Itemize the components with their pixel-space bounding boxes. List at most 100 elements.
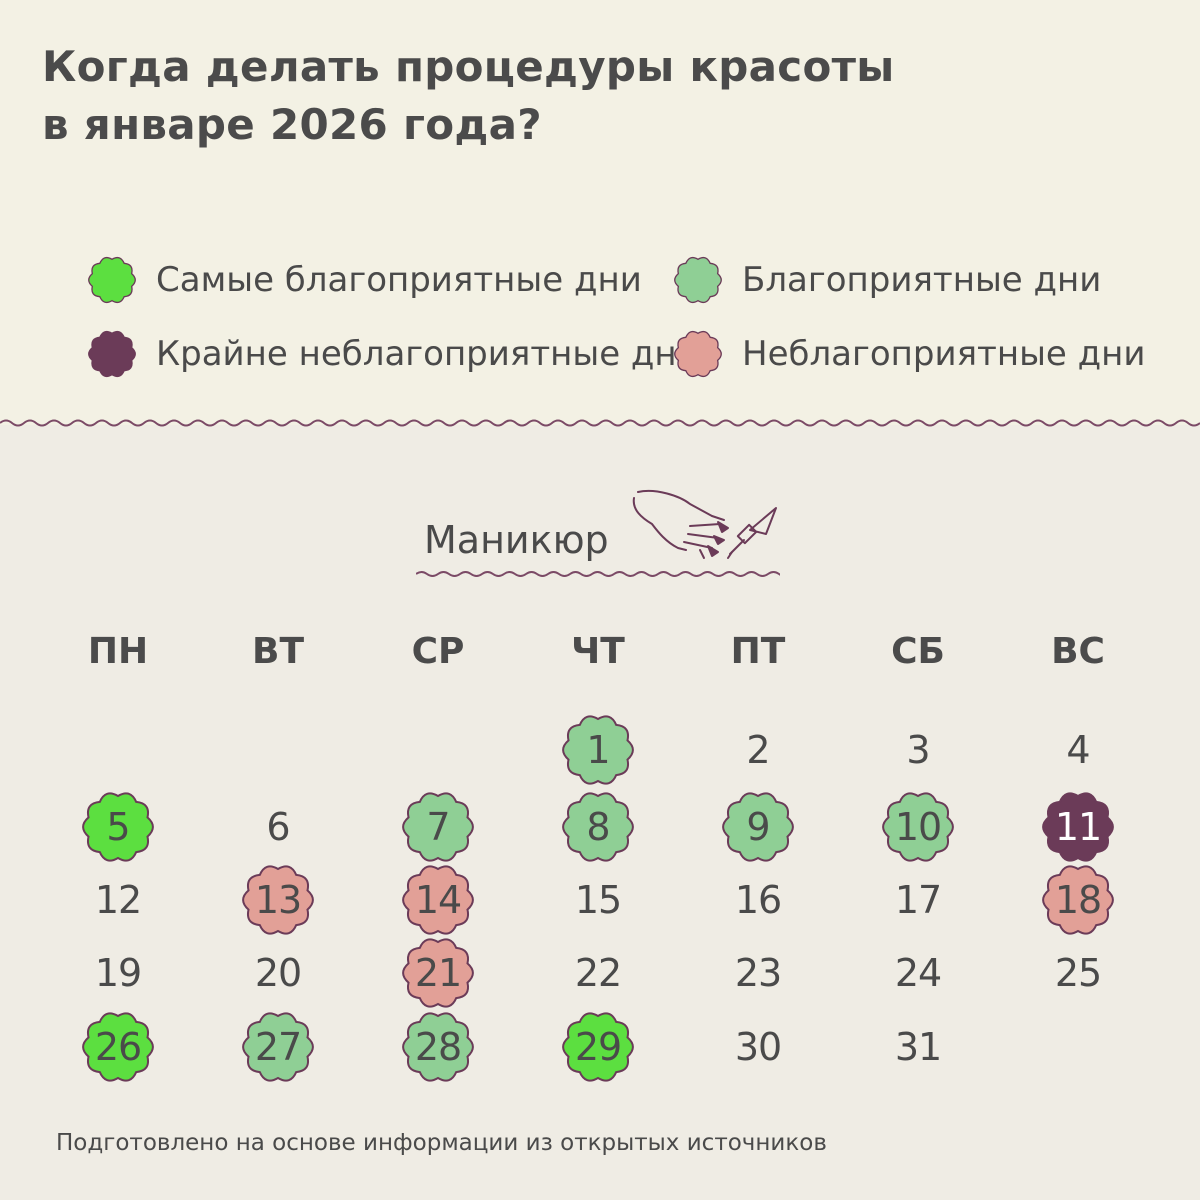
day-bad-burst-icon <box>1042 865 1114 935</box>
calendar-day-23: 23 <box>716 931 800 1015</box>
wavy-divider <box>0 419 1200 427</box>
legend-best-burst-icon <box>88 256 136 304</box>
section-title: Маникюр <box>424 518 609 562</box>
page-title: Когда делать процедуры красоты в январе … <box>42 38 895 154</box>
calendar-day-number: 19 <box>94 951 142 995</box>
calendar-day-26: 26 <box>76 1005 160 1089</box>
legend-very-bad-burst-icon <box>88 330 136 378</box>
hand-nail-polish-icon <box>632 490 777 559</box>
calendar-day-28: 28 <box>396 1005 480 1089</box>
day-bad-burst-icon <box>402 938 474 1008</box>
calendar-day-31: 31 <box>876 1005 960 1089</box>
calendar-day-6: 6 <box>236 785 320 869</box>
calendar-day-number: 18 <box>1054 878 1102 922</box>
calendar-day-number: 30 <box>734 1025 782 1069</box>
weekday-3: СР <box>411 631 465 672</box>
calendar-day-number: 3 <box>906 728 930 772</box>
day-good-burst-icon <box>402 1012 474 1082</box>
calendar-day-18: 18 <box>1036 858 1120 942</box>
day-bad-burst-icon <box>242 865 314 935</box>
day-good-burst-icon <box>722 792 794 862</box>
calendar-day-number: 24 <box>894 951 942 995</box>
calendar-day-27: 27 <box>236 1005 320 1089</box>
section-title-underline <box>416 571 780 577</box>
day-good-burst-icon <box>882 792 954 862</box>
calendar-day-number: 31 <box>894 1025 942 1069</box>
day-best-burst-icon <box>82 1012 154 1082</box>
calendar-day-number: 11 <box>1054 805 1102 849</box>
legend-best-label: Самые благоприятные дни <box>156 260 642 300</box>
calendar-day-14: 14 <box>396 858 480 942</box>
day-bad-burst-icon <box>402 865 474 935</box>
calendar-day-24: 24 <box>876 931 960 1015</box>
calendar-day-number: 21 <box>414 951 462 995</box>
calendar-day-number: 7 <box>426 805 450 849</box>
calendar-day-number: 29 <box>574 1025 622 1069</box>
calendar-day-number: 9 <box>746 805 770 849</box>
legend-bad-label: Неблагоприятные дни <box>742 334 1146 374</box>
legend-very-bad-label: Крайне неблагоприятные дни <box>156 334 699 374</box>
calendar-day-17: 17 <box>876 858 960 942</box>
calendar-day-number: 5 <box>106 805 130 849</box>
calendar-day-30: 30 <box>716 1005 800 1089</box>
day-good-burst-icon <box>562 715 634 785</box>
calendar-day-number: 12 <box>94 878 142 922</box>
day-best-burst-icon <box>82 792 154 862</box>
calendar-day-19: 19 <box>76 931 160 1015</box>
calendar-day-10: 10 <box>876 785 960 869</box>
weekday-7: ВС <box>1051 631 1105 672</box>
calendar-day-15: 15 <box>556 858 640 942</box>
calendar-day-number: 27 <box>254 1025 302 1069</box>
calendar-day-29: 29 <box>556 1005 640 1089</box>
day-good-burst-icon <box>562 792 634 862</box>
calendar-day-8: 8 <box>556 785 640 869</box>
calendar-day-1: 1 <box>556 708 640 792</box>
calendar-day-13: 13 <box>236 858 320 942</box>
calendar-day-number: 13 <box>254 878 302 922</box>
calendar-day-2: 2 <box>716 708 800 792</box>
calendar-day-number: 16 <box>734 878 782 922</box>
legend-bad-burst-icon <box>674 330 722 378</box>
calendar-day-25: 25 <box>1036 931 1120 1015</box>
day-good-burst-icon <box>242 1012 314 1082</box>
calendar-day-22: 22 <box>556 931 640 1015</box>
day-good-burst-icon <box>402 792 474 862</box>
page-title-line-1: Когда делать процедуры красоты <box>42 42 895 91</box>
calendar-day-number: 6 <box>266 805 290 849</box>
calendar-day-number: 4 <box>1066 728 1090 772</box>
calendar-day-21: 21 <box>396 931 480 1015</box>
calendar-day-4: 4 <box>1036 708 1120 792</box>
calendar-day-number: 1 <box>586 728 610 772</box>
calendar-day-number: 23 <box>734 951 782 995</box>
calendar-day-number: 17 <box>894 878 942 922</box>
calendar-day-5: 5 <box>76 785 160 869</box>
calendar-day-number: 15 <box>574 878 622 922</box>
calendar-day-9: 9 <box>716 785 800 869</box>
calendar-day-number: 20 <box>254 951 302 995</box>
calendar-day-number: 22 <box>574 951 622 995</box>
calendar-day-number: 8 <box>586 805 610 849</box>
calendar-day-11: 11 <box>1036 785 1120 869</box>
weekday-6: СБ <box>891 631 945 672</box>
weekday-2: ВТ <box>252 631 304 672</box>
calendar-day-7: 7 <box>396 785 480 869</box>
footnote: Подготовлено на основе информации из отк… <box>56 1130 827 1156</box>
calendar-day-number: 26 <box>94 1025 142 1069</box>
calendar-day-16: 16 <box>716 858 800 942</box>
calendar-day-number: 10 <box>894 805 942 849</box>
legend-good-label: Благоприятные дни <box>742 260 1102 300</box>
calendar-day-number: 2 <box>746 728 770 772</box>
header-area <box>0 0 1200 425</box>
calendar-day-number: 28 <box>414 1025 462 1069</box>
legend-good-burst-icon <box>674 256 722 304</box>
calendar-day-20: 20 <box>236 931 320 1015</box>
calendar-day-number: 14 <box>414 878 462 922</box>
weekday-1: ПН <box>87 631 149 672</box>
page-title-line-2: в январе 2026 года? <box>42 100 542 149</box>
weekday-5: ПТ <box>730 631 786 672</box>
day-very-bad-burst-icon <box>1042 792 1114 862</box>
calendar-day-3: 3 <box>876 708 960 792</box>
calendar-day-number: 25 <box>1054 951 1102 995</box>
calendar-day-12: 12 <box>76 858 160 942</box>
weekday-4: ЧТ <box>571 631 625 672</box>
